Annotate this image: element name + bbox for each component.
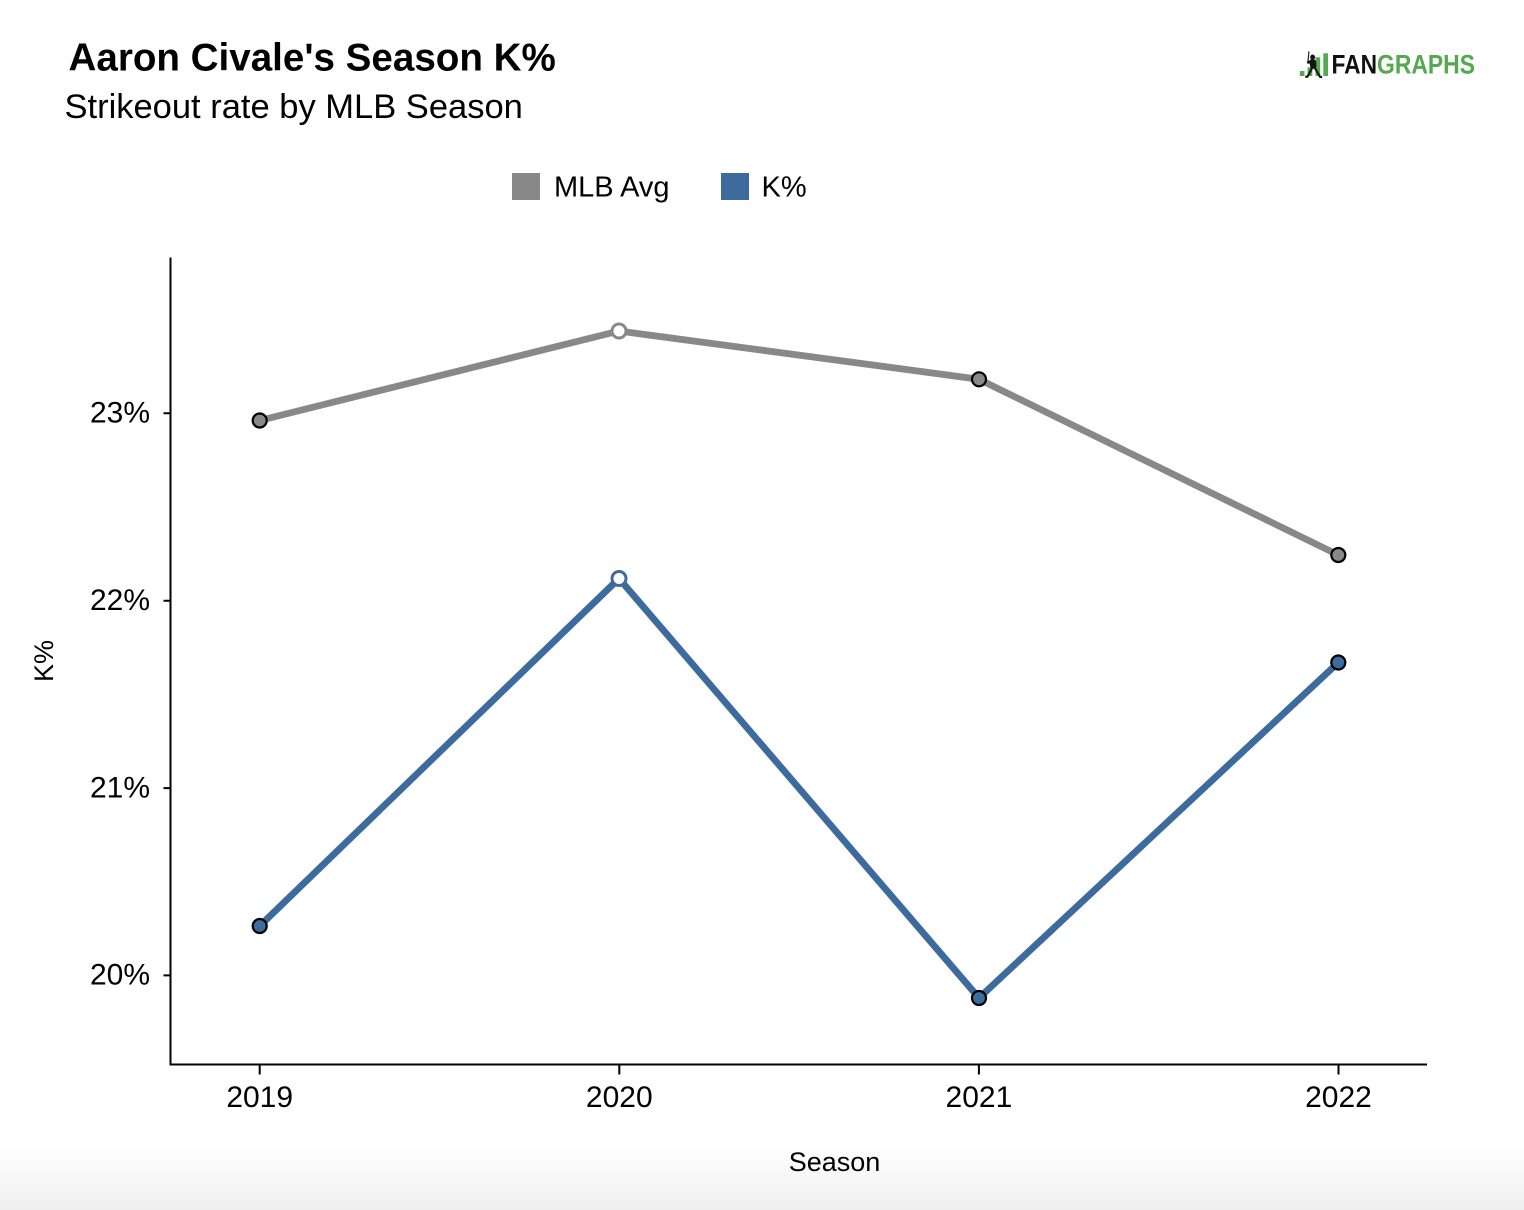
svg-text:22%: 22% bbox=[90, 584, 150, 617]
svg-text:2022: 2022 bbox=[1305, 1081, 1372, 1114]
svg-text:Season: Season bbox=[789, 1147, 881, 1177]
svg-text:23%: 23% bbox=[90, 397, 150, 430]
svg-text:Aaron Civale's Season K%: Aaron Civale's Season K% bbox=[69, 37, 556, 80]
svg-text:Strikeout rate by MLB Season: Strikeout rate by MLB Season bbox=[65, 88, 523, 126]
svg-text:2020: 2020 bbox=[586, 1081, 653, 1114]
svg-text:20%: 20% bbox=[90, 959, 150, 992]
svg-text:K%: K% bbox=[29, 640, 59, 682]
svg-text:GRAPHS: GRAPHS bbox=[1377, 50, 1475, 80]
svg-text:K%: K% bbox=[762, 171, 807, 203]
svg-text:2019: 2019 bbox=[226, 1081, 293, 1114]
svg-text:FAN: FAN bbox=[1332, 50, 1378, 80]
svg-text:2021: 2021 bbox=[946, 1081, 1013, 1114]
svg-text:21%: 21% bbox=[90, 771, 150, 804]
svg-text:MLB Avg: MLB Avg bbox=[554, 171, 670, 203]
